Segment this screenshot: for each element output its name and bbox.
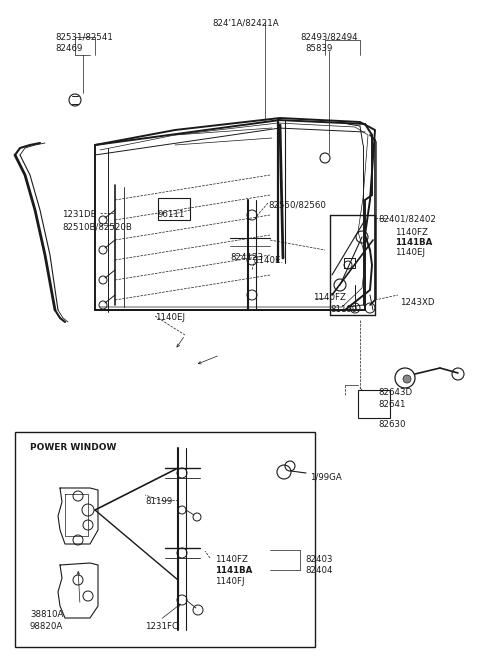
Text: 1141BA: 1141BA	[215, 566, 252, 575]
Text: 38810A: 38810A	[30, 610, 63, 619]
Text: 1140FZ: 1140FZ	[395, 228, 428, 237]
Bar	[358, 390, 390, 418]
Text: 82493/82494: 82493/82494	[300, 32, 358, 41]
Text: 1141BA: 1141BA	[395, 238, 432, 247]
Text: 96111: 96111	[158, 210, 185, 219]
Text: 82531/82541: 82531/82541	[55, 32, 113, 41]
Text: 1140EJ: 1140EJ	[155, 313, 185, 322]
Text: 82510B/82520B: 82510B/82520B	[62, 222, 132, 231]
Text: 82550/82560: 82550/82560	[268, 200, 326, 209]
Text: 82404: 82404	[305, 566, 333, 575]
Text: 824123: 824123	[230, 253, 263, 262]
Text: 82641: 82641	[378, 400, 406, 409]
Text: 98820A: 98820A	[30, 622, 63, 631]
Text: 85839: 85839	[305, 44, 332, 53]
Bar	[158, 198, 190, 220]
Text: 1/99GA: 1/99GA	[310, 472, 342, 481]
Text: 1140FZ: 1140FZ	[215, 555, 248, 564]
Text: 1231DB: 1231DB	[62, 210, 96, 219]
Text: 1140FJ: 1140FJ	[215, 577, 244, 586]
Text: 82630: 82630	[378, 420, 406, 429]
Text: 82469: 82469	[55, 44, 83, 53]
Text: 82403: 82403	[305, 555, 333, 564]
Text: 82401/82402: 82401/82402	[378, 215, 436, 224]
Bar	[15, 432, 315, 647]
Text: 1140FZ: 1140FZ	[313, 293, 346, 302]
Text: 1243XD: 1243XD	[400, 298, 434, 307]
Text: 82643D: 82643D	[378, 388, 412, 397]
Text: 1140E.: 1140E.	[253, 256, 283, 265]
Text: 81199: 81199	[330, 305, 357, 314]
Text: POWER WINDOW: POWER WINDOW	[30, 443, 116, 452]
Circle shape	[403, 375, 411, 383]
Text: 1231FC: 1231FC	[145, 622, 178, 631]
Text: 1140EJ: 1140EJ	[395, 248, 425, 257]
Text: 824'1A/82421A: 824'1A/82421A	[212, 18, 278, 27]
Text: 81199: 81199	[145, 497, 172, 506]
